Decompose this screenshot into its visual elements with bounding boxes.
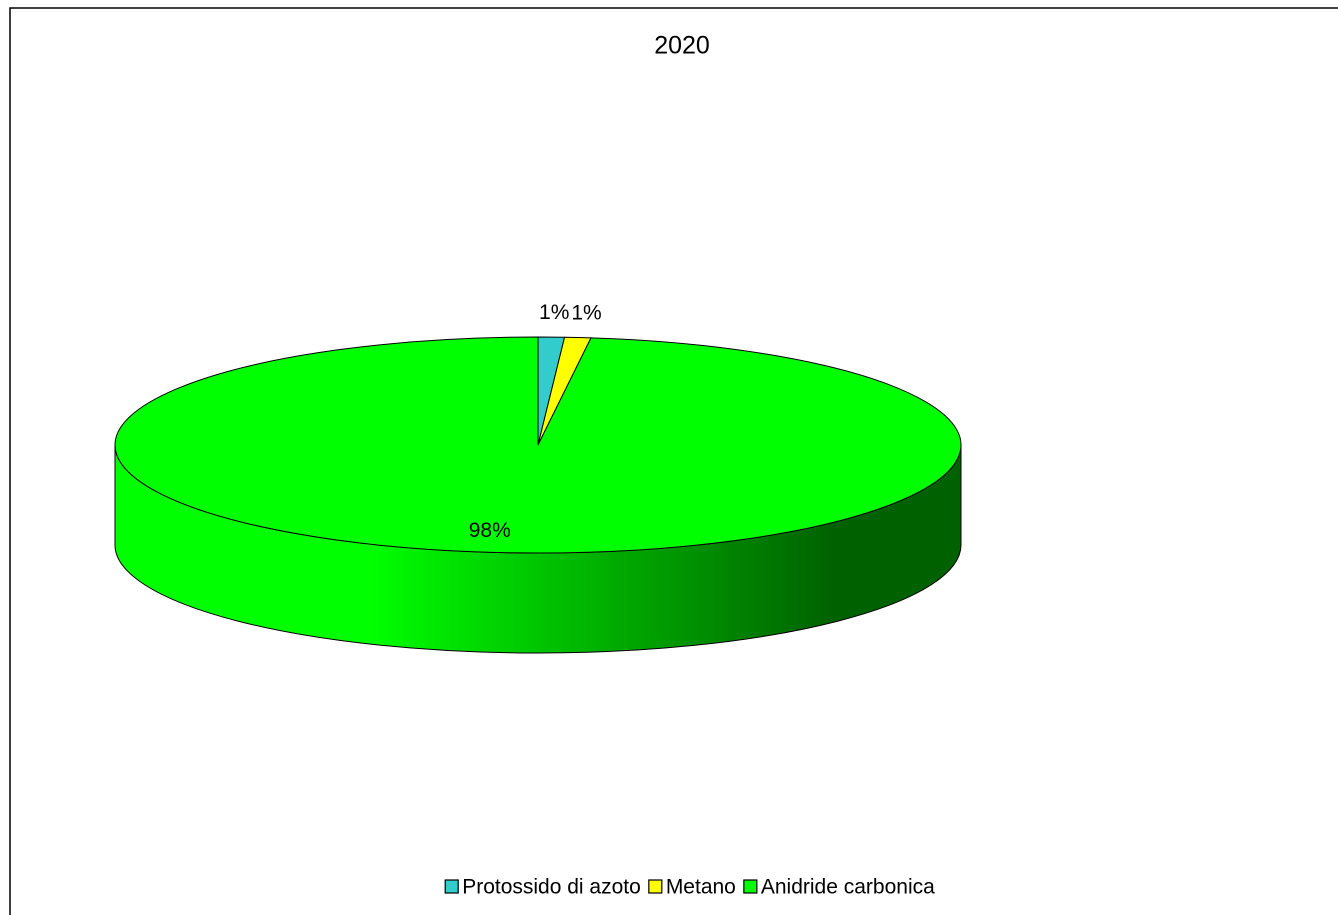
legend-swatch [648, 879, 663, 894]
legend-label: Anidride carbonica [761, 876, 935, 899]
pie-slice [114, 336, 962, 554]
legend: Protossido di azoto Metano Anidride carbon… [444, 876, 935, 899]
legend-swatch [444, 879, 459, 894]
legend-label: Metano [666, 876, 736, 899]
data-label: 1% [571, 301, 601, 324]
data-label: 1% [539, 301, 569, 324]
data-label: 98% [469, 519, 511, 542]
legend-swatch [743, 879, 758, 894]
chart-title: 2020 [654, 32, 710, 60]
legend-label: Protossido di azoto [462, 876, 641, 899]
